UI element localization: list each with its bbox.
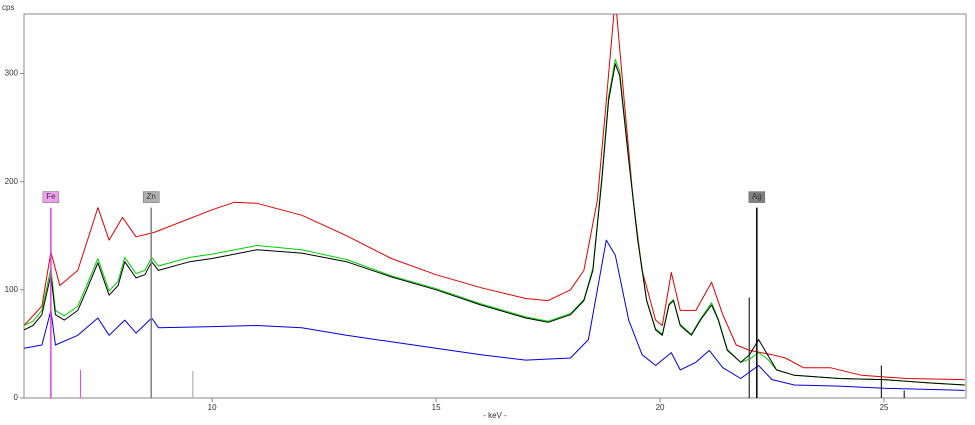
y-tick-label: 100	[5, 285, 19, 294]
spectrum-line	[24, 63, 965, 386]
element-label: Zn	[147, 192, 156, 201]
spectrum-line	[24, 239, 965, 391]
plot-frame	[23, 13, 967, 399]
x-tick-label: 10	[208, 403, 217, 412]
spectrum-line	[24, 58, 965, 386]
y-tick-label: 200	[5, 177, 19, 186]
x-axis-label: - keV -	[483, 411, 507, 420]
element-label-box	[142, 191, 160, 203]
element-label: Fe	[46, 192, 56, 201]
x-tick-label: 25	[880, 403, 889, 412]
x-tick-label: 20	[656, 403, 665, 412]
spectrum-line	[24, 14, 965, 381]
y-axis-label: cps	[2, 3, 14, 12]
x-tick-label: 15	[432, 403, 441, 412]
element-label-box	[42, 191, 60, 203]
element-label-box	[748, 191, 766, 203]
plot-area	[24, 14, 965, 398]
y-tick-label: 300	[5, 69, 19, 78]
y-tick-label: 0	[14, 393, 19, 402]
element-label: Ag	[752, 192, 762, 201]
